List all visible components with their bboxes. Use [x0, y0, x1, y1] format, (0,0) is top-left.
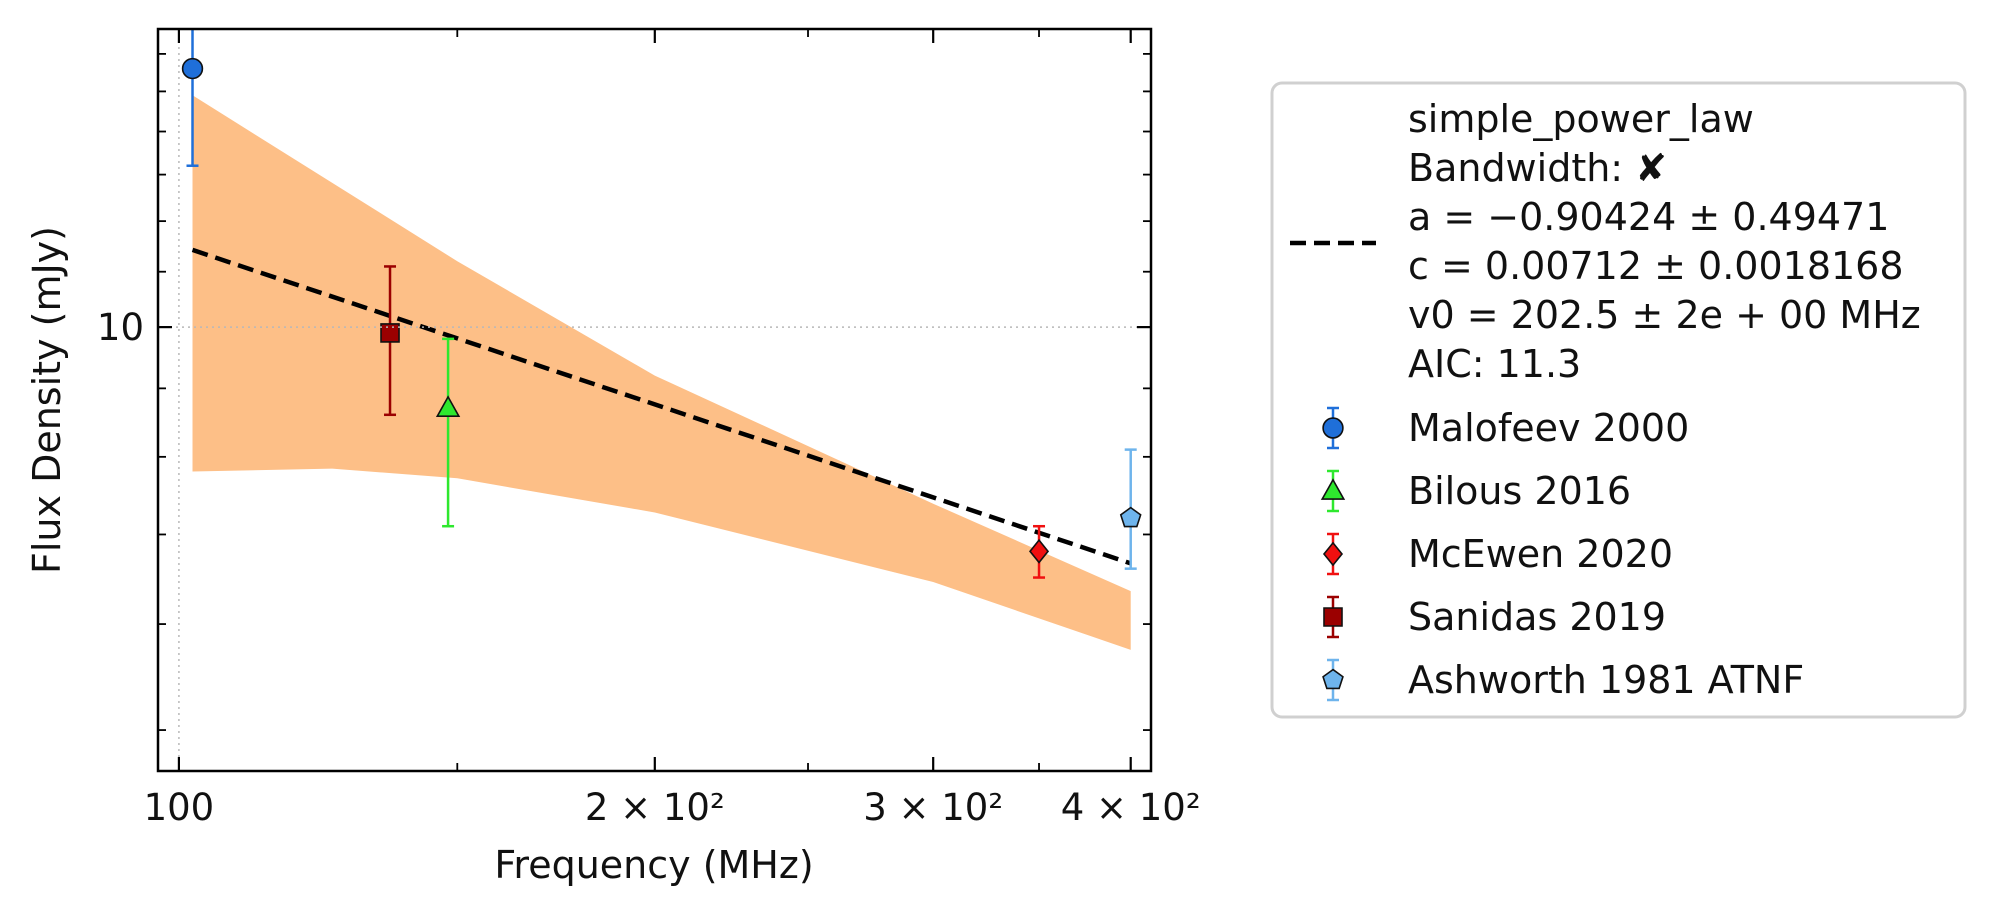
legend-fit-line-text: a = −0.90424 ± 0.49471: [1408, 195, 1889, 239]
legend-marker-bilous-2016: [1320, 478, 1346, 500]
legend-marker-sanidas-2019: [1323, 607, 1343, 627]
legend-label-sanidas-2019: Sanidas 2019: [1408, 595, 1666, 639]
legend-fit-line-text: AIC: 11.3: [1408, 342, 1581, 386]
x-tick-label: 100: [144, 786, 215, 829]
x-tick-label: 4 × 10²: [1061, 786, 1201, 829]
legend-label-bilous-2016: Bilous 2016: [1408, 469, 1631, 513]
y-axis-label: Flux Density (mJy): [25, 226, 69, 574]
legend-fit-line-text: Bandwidth: ✘: [1408, 146, 1667, 190]
data-point-ashworth-1981-atnf: [1119, 506, 1142, 528]
legend-label-malofeev-2000: Malofeev 2000: [1408, 406, 1689, 450]
legend-fit-line-text: c = 0.00712 ± 0.0018168: [1408, 244, 1904, 288]
data-point-bilous-2016: [435, 395, 461, 417]
data-point-sanidas-2019: [380, 323, 400, 343]
legend-fit-line-text: simple_power_law: [1408, 97, 1754, 141]
x-tick-label: 2 × 10²: [585, 786, 725, 829]
legend-label-mcewen-2020: McEwen 2020: [1408, 532, 1673, 576]
data-point-malofeev-2000: [181, 57, 204, 80]
plot-frame: [156, 27, 1153, 773]
x-axis-label: Frequency (MHz): [494, 843, 813, 887]
legend-marker-ashworth-1981-atnf: [1322, 668, 1344, 690]
x-tick-label: 3 × 10²: [863, 786, 1003, 829]
fit-confidence-band: [192, 95, 1131, 650]
legend: simple_power_law Bandwidth: ✘ a = −0.90424…: [1270, 81, 1967, 719]
legend-marker-mcewen-2020: [1322, 541, 1344, 567]
legend-label-ashworth-1981-atnf: Ashworth 1981 ATNF: [1408, 658, 1804, 702]
legend-marker-malofeev-2000: [1322, 417, 1344, 439]
y-tick-label: 10: [97, 306, 144, 349]
data-point-mcewen-2020: [1028, 538, 1050, 564]
error-bar-bilous-2016: [442, 337, 455, 528]
fit-line: [191, 247, 1132, 566]
legend-box: [1270, 81, 1967, 719]
legend-fit-line-text: v0 = 202.5 ± 2e + 00 MHz: [1408, 293, 1921, 337]
